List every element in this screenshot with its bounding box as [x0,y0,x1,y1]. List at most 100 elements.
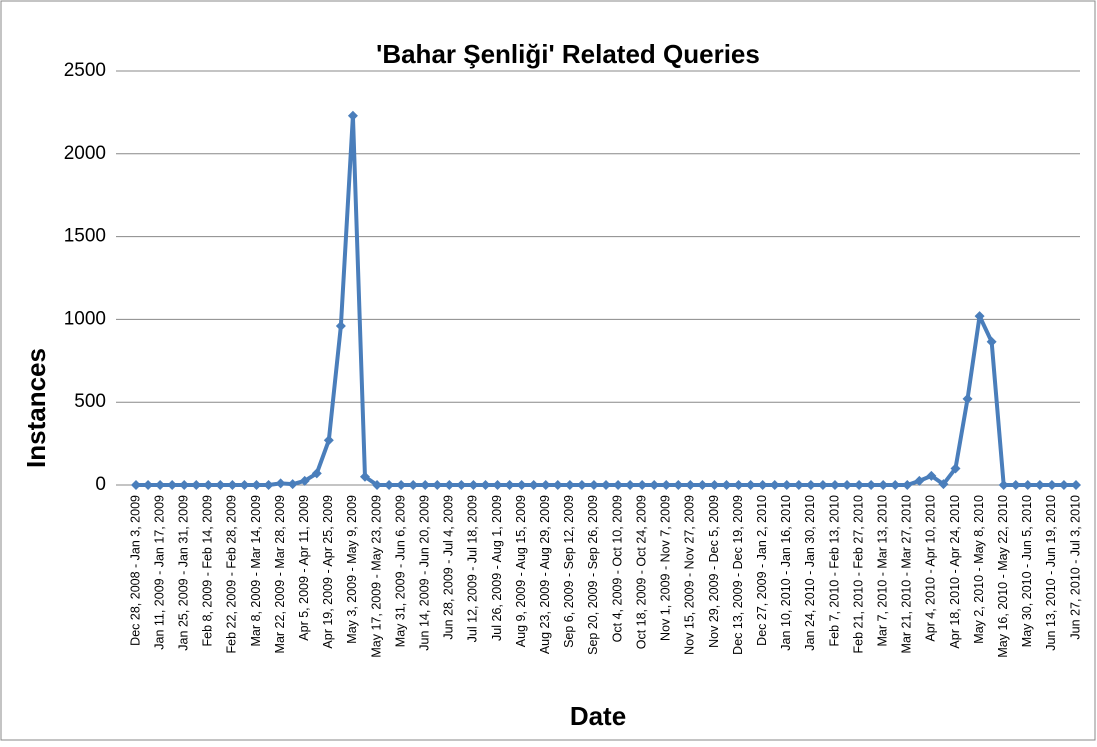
point-marker [962,393,973,404]
x-tick-label: Jan 11, 2009 - Jan 17, 2009 [152,495,166,650]
point-marker [998,480,1009,490]
point-marker [673,480,684,490]
x-tick-label: Dec 13, 2009 - Dec 19, 2009 [731,495,745,655]
point-marker [661,480,672,490]
x-tick-label: May 17, 2009 - May 23, 2009 [369,495,383,658]
x-tick-label: Jun 14, 2009 - Jun 20, 2009 [418,495,432,651]
point-marker [781,480,792,490]
point-marker [902,480,913,490]
point-marker [203,480,214,490]
x-tick-label: Oct 18, 2009 - Oct 24, 2009 [634,495,648,649]
point-marker [637,480,648,490]
x-tick-label: Jan 25, 2009 - Jan 31, 2009 [177,495,191,651]
point-marker [842,480,853,490]
point-marker [384,480,395,490]
y-tick-label: 0 [95,474,106,495]
x-tick-label: Dec 28, 2008 - Jan 3, 2009 [128,495,142,646]
x-tick-label: Apr 18, 2010 - Apr 24, 2010 [948,495,962,649]
chart-title: 'Bahar Şenliği' Related Queries [376,39,760,69]
point-marker [709,480,720,490]
x-tick-label: Feb 8, 2009 - Feb 14, 2009 [201,495,215,647]
point-marker [697,480,708,490]
x-tick-label: Jun 27, 2010 - Jul 3, 2010 [1068,495,1082,640]
point-marker [625,480,636,490]
point-marker [914,475,925,486]
point-marker [829,480,840,490]
point-marker [613,480,624,490]
x-tick-label: Mar 21, 2010 - Mar 27, 2010 [900,495,914,653]
point-marker [287,479,298,490]
point-marker [275,478,286,489]
point-marker [311,468,322,479]
x-tick-label: Aug 23, 2009 - Aug 29, 2009 [538,495,552,654]
point-marker [733,480,744,490]
point-marker [685,480,696,490]
x-tick-label: Apr 4, 2010 - Apr 10, 2010 [924,495,938,642]
point-marker [299,475,310,486]
x-tick-label: May 31, 2009 - Jun 6, 2009 [393,495,407,647]
point-marker [335,321,346,332]
point-marker [1071,480,1081,490]
x-tick-label: Dec 27, 2009 - Jan 2, 2010 [755,495,769,646]
y-tick-label: 2500 [64,60,106,81]
y-tick-label: 1000 [64,308,106,329]
x-tick-label: Nov 1, 2009 - Nov 7, 2009 [659,495,673,641]
point-marker [227,480,238,490]
point-marker [926,470,937,481]
point-marker [817,480,828,490]
point-marker [323,435,334,446]
point-marker [420,480,431,490]
point-marker [950,463,961,474]
point-marker [456,480,467,490]
x-tick-label: Mar 8, 2009 - Mar 14, 2009 [249,495,263,647]
point-marker [576,480,587,490]
x-tick-label: Feb 21, 2010 - Feb 27, 2010 [851,495,865,653]
point-marker [504,480,515,490]
point-marker [649,480,660,490]
point-marker [769,480,780,490]
point-marker [1034,480,1045,490]
point-marker [564,480,575,490]
point-marker [359,471,370,482]
x-tick-label: Jan 10, 2010 - Jan 16, 2010 [779,495,793,651]
x-tick-label: Jan 24, 2010 - Jan 30, 2010 [803,495,817,651]
point-marker [540,480,551,490]
x-tick-label: May 2, 2010 - May 8, 2010 [972,495,986,644]
x-tick-label: May 16, 2010 - May 22, 2010 [996,495,1010,658]
y-axis-label: Instances [21,348,51,468]
x-axis-label: Date [570,701,626,731]
point-marker [552,480,563,490]
x-tick-label: Jul 12, 2009 - Jul 18, 2009 [466,495,480,642]
point-marker [938,479,949,490]
point-marker [528,480,539,490]
point-marker [986,336,997,347]
point-marker [516,480,527,490]
point-marker [396,480,407,490]
x-tick-label: Mar 7, 2010 - Mar 13, 2010 [875,495,889,647]
y-tick-label: 500 [74,391,106,412]
point-marker [480,480,491,490]
point-marker [239,480,250,490]
point-marker [468,480,479,490]
x-tick-label: May 3, 2009 - May 9, 2009 [345,495,359,644]
point-marker [721,480,732,490]
point-marker [890,480,901,490]
point-marker [191,480,202,490]
x-tick-label: Nov 15, 2009 - Nov 27, 2009 [683,495,697,655]
point-marker [155,480,166,490]
x-tick-label: Jun 28, 2009 - Jul 4, 2009 [442,495,456,640]
point-marker [131,480,141,490]
point-marker [179,480,190,490]
point-marker [757,480,768,490]
point-marker [1022,480,1033,490]
point-marker [263,480,274,490]
point-marker [492,480,503,490]
y-tick-label: 1500 [64,226,106,247]
x-tick-label: Nov 29, 2009 - Dec 5, 2009 [707,495,721,648]
point-marker [588,480,599,490]
x-tick-label: Sep 6, 2009 - Sep 12, 2009 [562,495,576,648]
point-marker [1058,480,1069,490]
x-tick-label: Jun 13, 2010 - Jun 19, 2010 [1044,495,1058,651]
